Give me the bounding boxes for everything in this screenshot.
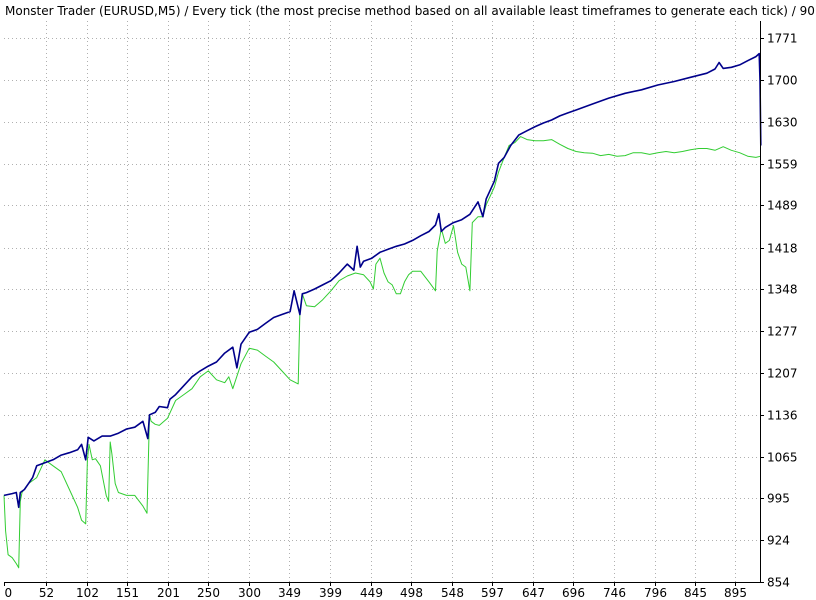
chart-title: Monster Trader (EURUSD,M5) / Every tick … (5, 4, 816, 18)
y-tick-label: 1700 (767, 74, 798, 88)
x-tick-label: 597 (481, 586, 504, 600)
x-tick-label: 250 (197, 586, 220, 600)
y-tick-label: 1771 (767, 32, 798, 46)
y-tick-label: 924 (767, 534, 790, 548)
y-tick-label: 1277 (767, 325, 798, 339)
x-tick-label: 300 (238, 586, 261, 600)
y-tick-label: 1630 (767, 116, 798, 130)
x-tick-label: 548 (441, 586, 464, 600)
x-tick-label: 0 (5, 586, 13, 600)
y-tick-label: 1136 (767, 409, 798, 423)
y-tick-label: 1207 (767, 367, 798, 381)
x-tick-label: 895 (724, 586, 747, 600)
axis-layer: 854 924 995 1065 1136 1207 1277 1348 1418 1489 155… (4, 21, 798, 600)
grid-layer (4, 21, 760, 583)
y-tick-label: 1065 (767, 451, 798, 465)
y-tick-label: 995 (767, 492, 790, 506)
y-tick-label: 1559 (767, 158, 798, 172)
balance-line (3, 52, 762, 509)
x-tick-label: 349 (278, 586, 301, 600)
x-tick-label: 796 (644, 586, 667, 600)
series-layer (3, 52, 762, 569)
y-tick-label: 1348 (767, 283, 798, 297)
x-tick-label: 696 (562, 586, 585, 600)
y-tick-label: 1418 (767, 242, 798, 256)
y-tick-label: 1489 (767, 199, 798, 213)
x-tick-label: 449 (360, 586, 383, 600)
x-tick-label: 151 (116, 586, 139, 600)
x-tick-label: 52 (39, 586, 54, 600)
x-tick-label: 746 (603, 586, 626, 600)
x-tick-label: 201 (157, 586, 180, 600)
x-tick-label: 102 (76, 586, 99, 600)
x-tick-label: 399 (319, 586, 342, 600)
x-tick-label: 845 (684, 586, 707, 600)
x-tick-label: 647 (522, 586, 545, 600)
equity-line (3, 136, 761, 569)
y-tick-label: 854 (767, 576, 790, 590)
x-tick-label: 498 (400, 586, 423, 600)
